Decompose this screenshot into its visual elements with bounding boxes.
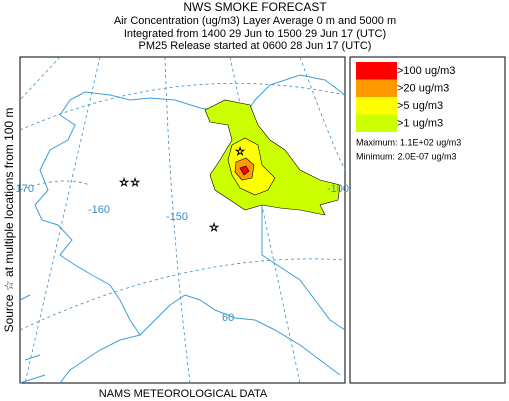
lon-label: -160 bbox=[88, 204, 110, 216]
source-star: ☆ bbox=[130, 177, 140, 189]
legend-label: >20 ug/m3 bbox=[397, 82, 449, 94]
footer: NAMS METEOROLOGICAL DATA bbox=[99, 388, 268, 400]
subtitle: Air Concentration (ug/m3) Layer Average … bbox=[114, 15, 396, 27]
legend-label: >100 ug/m3 bbox=[397, 65, 455, 77]
source-star: ☆ bbox=[209, 222, 219, 234]
legend-items: >100 ug/m3 >20 ug/m3 >5 ug/m3 >1 ug/m3 bbox=[356, 62, 455, 132]
graticule bbox=[19, 56, 346, 384]
legend-minimum: Minimum: 2.0E-07 ug/m3 bbox=[356, 151, 457, 161]
subtitle: Integrated from 1400 29 Jun to 1500 29 J… bbox=[124, 28, 386, 40]
smoke-plume bbox=[204, 99, 341, 216]
legend: >100 ug/m3 >20 ug/m3 >5 ug/m3 >1 ug/m3 Maxi… bbox=[349, 56, 506, 384]
legend-swatch bbox=[356, 79, 397, 97]
legend-label: >5 ug/m3 bbox=[397, 100, 443, 112]
legend-label: >1 ug/m3 bbox=[397, 117, 443, 129]
lon-label: -170 bbox=[12, 183, 34, 195]
map: ☆ ☆ ☆ ☆ -170 -160 -150 -100 60 bbox=[12, 56, 349, 384]
legend-swatch bbox=[356, 114, 397, 132]
legend-swatch bbox=[356, 62, 397, 80]
lat-label: 60 bbox=[222, 312, 234, 324]
source-markers: ☆ ☆ ☆ ☆ bbox=[119, 146, 246, 235]
lon-label: -100 bbox=[327, 183, 349, 195]
source-label: Source ☆ at multiple locations from 100 … bbox=[2, 108, 16, 333]
source-star: ☆ bbox=[235, 146, 245, 158]
title: NWS SMOKE FORECAST bbox=[183, 0, 327, 14]
subtitle: PM25 Release started at 0600 28 Jun 17 (… bbox=[139, 40, 372, 52]
map-frame bbox=[19, 56, 346, 384]
source-star: ☆ bbox=[119, 177, 129, 189]
legend-swatch bbox=[356, 97, 397, 115]
lon-label: -150 bbox=[166, 211, 188, 223]
legend-maximum: Maximum: 1.1E+02 ug/m3 bbox=[356, 137, 461, 147]
